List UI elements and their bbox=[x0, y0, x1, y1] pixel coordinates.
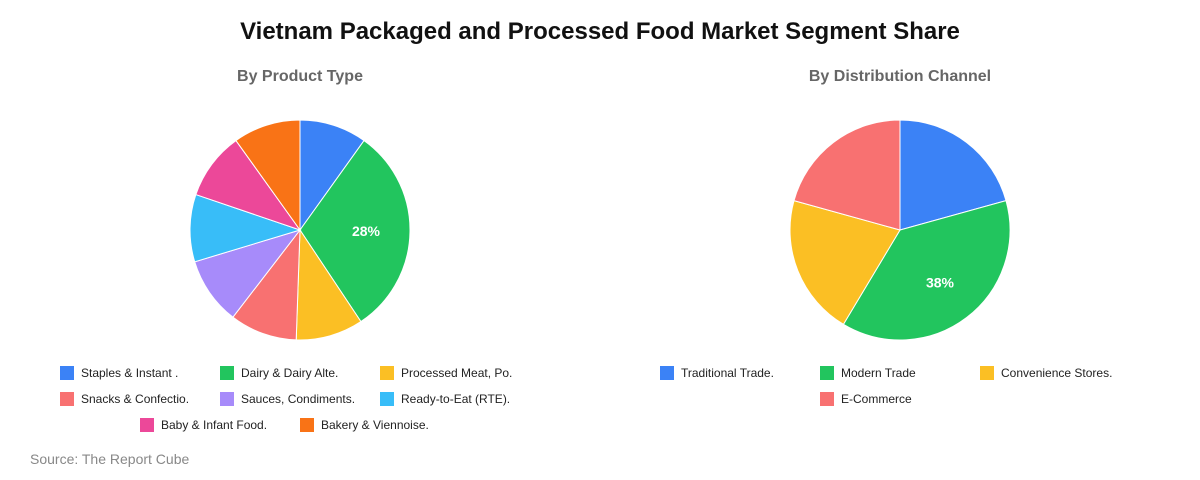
distribution-channel-legend-item-2[interactable]: Convenience Stores. bbox=[980, 360, 1140, 386]
distribution-channel-legend-item-3[interactable]: E-Commerce bbox=[820, 386, 980, 412]
product-type-legend-swatch-5 bbox=[380, 392, 394, 406]
product-type-legend-label-4: Sauces, Condiments. bbox=[241, 392, 356, 406]
distribution-channel-chart-title: By Distribution Channel bbox=[808, 68, 992, 85]
distribution-channel-legend-item-1[interactable]: Modern Trade bbox=[820, 360, 980, 386]
product-type-legend-label-7: Bakery & Viennoise. bbox=[321, 418, 429, 432]
product-type-legend-item-1[interactable]: Dairy & Dairy Alte. bbox=[220, 360, 380, 386]
product-type-chart-title: By Product Type bbox=[237, 68, 363, 85]
distribution-channel-legend-swatch-3 bbox=[820, 392, 834, 406]
product-type-legend-item-0[interactable]: Staples & Instant . bbox=[60, 360, 220, 386]
product-type-legend-item-7[interactable]: Bakery & Viennoise. bbox=[300, 412, 460, 438]
distribution-channel-slice-1[interactable] bbox=[842, 200, 1011, 341]
product-type-legend: Staples & Instant . Dairy & Dairy Alte. Pr… bbox=[0, 360, 600, 438]
distribution-channel-legend-swatch-2 bbox=[980, 366, 994, 380]
product-type-legend-swatch-0 bbox=[60, 366, 74, 380]
product-type-legend-item-5[interactable]: Ready-to-Eat (RTE). bbox=[380, 386, 540, 412]
product-type-slice-7[interactable] bbox=[235, 119, 301, 232]
product-type-legend-item-3[interactable]: Snacks & Confectio. bbox=[60, 386, 220, 412]
product-type-legend-label-3: Snacks & Confectio. bbox=[81, 392, 190, 406]
distribution-channel-legend-swatch-0 bbox=[660, 366, 674, 380]
distribution-channel-legend-swatch-1 bbox=[820, 366, 834, 380]
product-type-pie: 28% bbox=[189, 119, 411, 341]
product-type-legend-item-2[interactable]: Processed Meat, Po. bbox=[380, 360, 540, 386]
chart-main-title: Vietnam Packaged and Processed Food Mark… bbox=[240, 18, 960, 45]
product-type-legend-label-6: Baby & Infant Food. bbox=[161, 418, 268, 432]
distribution-channel-slice-3[interactable] bbox=[793, 119, 901, 231]
distribution-channel-slice-label-1: 38% bbox=[926, 275, 955, 291]
distribution-channel-legend-label-1: Modern Trade bbox=[841, 366, 916, 380]
source-note: Source: The Report Cube bbox=[30, 451, 190, 467]
product-type-legend-label-0: Staples & Instant . bbox=[81, 366, 179, 380]
distribution-channel-slice-2[interactable] bbox=[789, 200, 901, 326]
product-type-slice-label-1: 28% bbox=[352, 223, 381, 239]
product-type-legend-item-4[interactable]: Sauces, Condiments. bbox=[220, 386, 380, 412]
distribution-channel-pie: 38% bbox=[789, 119, 1011, 341]
product-type-legend-label-1: Dairy & Dairy Alte. bbox=[241, 366, 339, 380]
product-type-slice-1[interactable] bbox=[299, 139, 411, 323]
product-type-legend-swatch-4 bbox=[220, 392, 234, 406]
product-type-legend-swatch-3 bbox=[60, 392, 74, 406]
product-type-legend-swatch-6 bbox=[140, 418, 154, 432]
distribution-channel-legend-label-3: E-Commerce bbox=[841, 392, 912, 406]
product-type-legend-swatch-1 bbox=[220, 366, 234, 380]
distribution-channel-slice-0[interactable] bbox=[899, 119, 1007, 231]
product-type-legend-label-5: Ready-to-Eat (RTE). bbox=[401, 392, 511, 406]
distribution-channel-legend-label-2: Convenience Stores. bbox=[1001, 366, 1113, 380]
product-type-legend-swatch-2 bbox=[380, 366, 394, 380]
distribution-channel-legend-item-0[interactable]: Traditional Trade. bbox=[660, 360, 820, 386]
product-type-legend-item-6[interactable]: Baby & Infant Food. bbox=[140, 412, 300, 438]
distribution-channel-legend: Traditional Trade. Modern Trade Convenienc… bbox=[600, 360, 1200, 412]
distribution-channel-legend-label-0: Traditional Trade. bbox=[681, 366, 774, 380]
product-type-legend-label-2: Processed Meat, Po. bbox=[401, 366, 513, 380]
product-type-legend-swatch-7 bbox=[300, 418, 314, 432]
